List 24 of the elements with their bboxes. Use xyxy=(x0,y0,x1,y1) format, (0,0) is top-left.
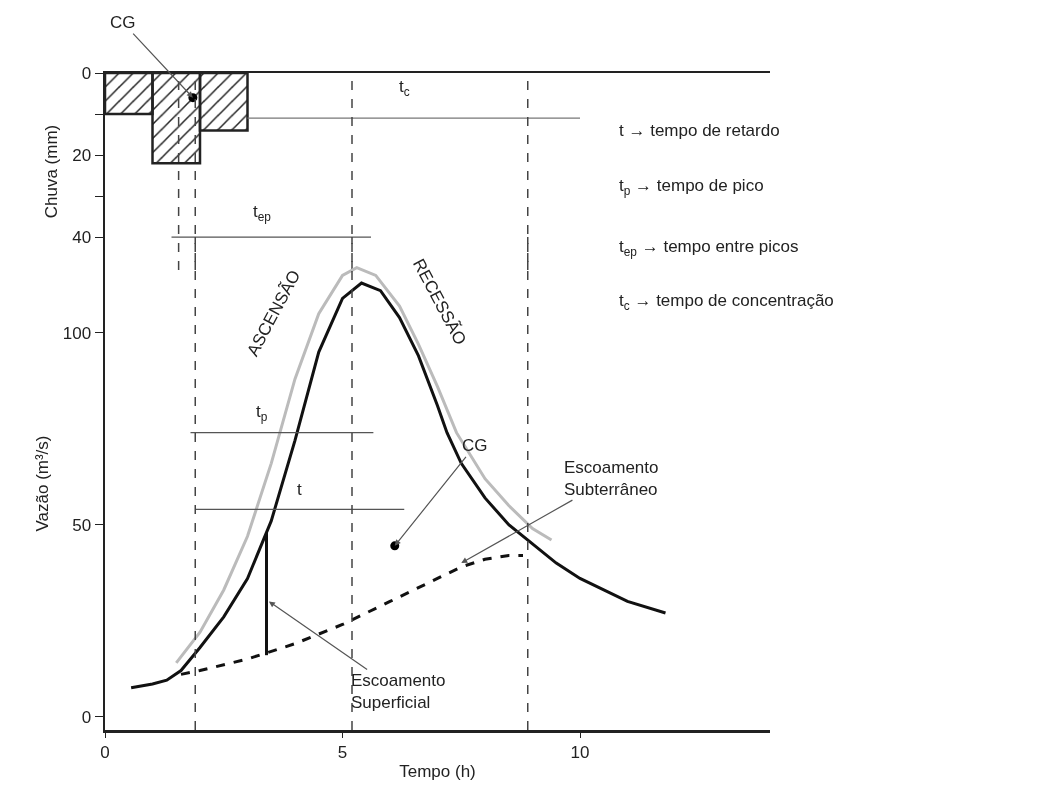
annotation: t$_{c}$ xyxy=(399,77,410,99)
annotation: t$_{p}$ xyxy=(256,402,268,424)
annotation: t$_{ep}$ xyxy=(253,202,272,224)
y-axis-title: Chuva (mm) xyxy=(42,124,62,219)
x-tick-label: 10 xyxy=(570,742,590,762)
y-axis-title: Vazão (m³/s) xyxy=(33,435,53,532)
y-tick-label: 50 xyxy=(72,515,92,535)
x-axis-title: Tempo (h) xyxy=(399,761,476,781)
y-tick-label: 40 xyxy=(72,228,92,248)
annotation: Escoamento Superficial xyxy=(351,671,446,713)
annotation: CG xyxy=(462,436,488,455)
annotation: t xyxy=(297,480,302,499)
annotation: t$_{c}$ → tempo de concentração xyxy=(619,291,834,313)
annotation: t$_{p}$ → tempo de pico xyxy=(619,176,764,198)
annotation: CG xyxy=(110,13,136,32)
y-tick-label: 100 xyxy=(62,323,92,343)
annotation: t → tempo de retardo xyxy=(619,121,780,140)
y-tick-label: 20 xyxy=(72,146,92,166)
y-tick-label: 0 xyxy=(81,707,92,727)
y-tick-label: 0 xyxy=(81,63,92,83)
x-tick-label: 0 xyxy=(100,742,110,762)
annotation: t$_{ep}$ → tempo entre picos xyxy=(619,237,799,259)
annotation: Escoamento Subterrâneo xyxy=(564,458,659,500)
x-tick-label: 5 xyxy=(337,742,348,762)
